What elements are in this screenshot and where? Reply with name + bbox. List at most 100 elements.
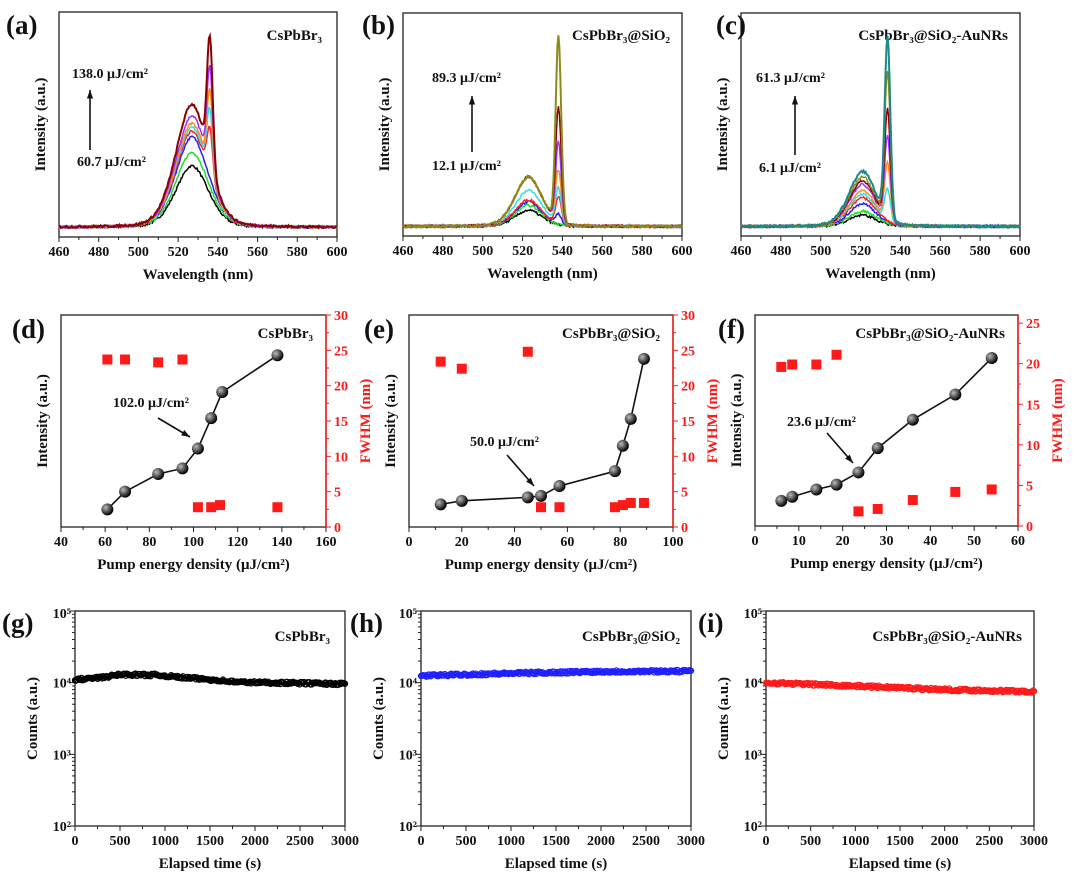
fwhm-point — [776, 361, 787, 372]
x-tick-label: 0 — [406, 535, 413, 550]
x-axis-label: Wavelength (nm) — [487, 266, 597, 282]
x-tick-label: 3000 — [677, 834, 705, 849]
intensity-line — [106, 354, 278, 510]
y-tick-label: 10² — [53, 820, 71, 835]
x-tick-label: 580 — [970, 244, 991, 259]
x-tick-label: 10 — [792, 534, 806, 549]
y-axis-label: Intensity (a.u.) — [35, 374, 51, 468]
count-point — [1030, 688, 1038, 695]
intensity-point — [852, 466, 865, 479]
fwhm-point — [153, 357, 164, 368]
x-tick-label: 1000 — [841, 834, 869, 849]
panel-label: (h) — [350, 608, 383, 638]
spectrum-series-2 — [58, 135, 338, 230]
fwhm-point — [177, 354, 188, 365]
count-point — [687, 667, 695, 674]
x-tick-label: 460 — [731, 244, 752, 259]
x-tick-label: 480 — [432, 244, 453, 259]
intensity-point — [624, 412, 637, 425]
y2-tick-label: 5 — [1026, 479, 1033, 494]
intensity-point — [553, 480, 566, 493]
chart-panel-i: 0 500 1000 1500 2000 2500 3000 Elapsed time (s)… — [698, 607, 1048, 872]
x-tick-label: 500 — [110, 834, 131, 849]
panel-title: CsPbBr₃@SiO₂ — [572, 28, 670, 44]
panel-title: CsPbBr₃@SiO₂-AuNRs — [858, 28, 1008, 44]
threshold-arrow-head — [845, 454, 853, 463]
fwhm-point — [950, 486, 961, 497]
spectrum-series-7 — [58, 32, 338, 230]
y2-tick-label: 0 — [334, 521, 341, 536]
x-tick-label: 460 — [393, 244, 414, 259]
y2-tick-label: 15 — [681, 415, 695, 430]
intensity-point — [152, 468, 165, 480]
panel-title: CsPbBr₃@SiO₂ — [582, 629, 680, 645]
x-tick-label: 2500 — [632, 834, 660, 849]
intensity-point — [949, 388, 962, 401]
y-axis-label: Intensity (a.u.) — [383, 374, 399, 468]
intensity-point — [535, 489, 547, 502]
fwhm-point — [811, 359, 822, 370]
intensity-point — [176, 462, 189, 475]
fwhm-point — [215, 500, 225, 511]
x-tick-label: 80 — [613, 535, 627, 550]
y2-tick-label: 0 — [1026, 520, 1033, 535]
x-tick-label: 460 — [49, 245, 70, 260]
annotation-high-fluence: 61.3 μJ/cm² — [756, 71, 825, 86]
y-tick-label: 10⁴ — [744, 677, 763, 692]
x-tick-label: 100 — [663, 535, 684, 550]
panel-title: CsPbBr₃@SiO₂-AuNRs — [855, 326, 1005, 342]
fwhm-point — [435, 356, 446, 367]
x-tick-label: 560 — [930, 244, 951, 259]
x-tick-label: 40 — [508, 535, 522, 550]
intensity-point — [271, 349, 284, 362]
panel-label: (e) — [364, 314, 394, 344]
x-tick-label: 60 — [98, 535, 112, 550]
intensity-point — [216, 386, 229, 399]
y-axis-label: Counts (a.u.) — [25, 677, 41, 760]
plot-frame — [402, 12, 683, 237]
y-tick-label: 10⁴ — [399, 677, 418, 692]
x-axis-label: Pump energy density (μJ/cm²) — [445, 557, 638, 573]
panel-label: (i) — [698, 608, 723, 638]
count-point — [776, 679, 784, 686]
x-tick-label: 520 — [512, 244, 533, 259]
intensity-point — [101, 503, 114, 516]
x-tick-label: 2500 — [975, 834, 1003, 849]
intensity-point — [906, 413, 919, 426]
x-tick-label: 120 — [227, 535, 248, 550]
spectrum-series-3 — [402, 195, 683, 230]
x-tick-label: 20 — [455, 535, 469, 550]
y2-tick-label: 5 — [334, 486, 341, 501]
x-tick-label: 500 — [128, 245, 149, 260]
x-tick-label: 20 — [836, 534, 850, 549]
y2-tick-label: 10 — [1026, 439, 1040, 454]
x-tick-label: 160 — [316, 535, 337, 550]
panel-title: CsPbBr₃ — [267, 28, 323, 44]
x-tick-label: 3000 — [1020, 834, 1048, 849]
x-axis-label: Pump energy density (μJ/cm²) — [97, 557, 290, 573]
intensity-point — [521, 491, 534, 504]
x-tick-label: 500 — [810, 244, 831, 259]
panel-title: CsPbBr₃@SiO₂ — [562, 326, 660, 342]
x-axis-label: Elapsed time (s) — [159, 856, 262, 872]
y-tick-label: 10⁴ — [53, 677, 72, 692]
chart-panel-c: 460 480 500 520 540 560 580 600 Wavelength (nm) I… — [715, 10, 1031, 282]
x-tick-label: 140 — [271, 535, 292, 550]
panel-label: (d) — [12, 314, 45, 344]
spectrum-series-8 — [402, 35, 683, 230]
y2-axis-label: FWHM (nm) — [705, 379, 721, 464]
intensity-point — [985, 352, 998, 365]
y2-tick-label: 30 — [681, 309, 695, 324]
x-tick-label: 500 — [472, 244, 493, 259]
annotation-low-fluence: 60.7 μJ/cm² — [77, 155, 146, 170]
fwhm-point — [907, 495, 918, 506]
x-tick-label: 30 — [880, 534, 894, 549]
x-axis-label: Elapsed time (s) — [849, 856, 952, 872]
y-axis-label: Intensity (a.u.) — [715, 78, 731, 172]
panel-title: CsPbBr₃@SiO₂-AuNRs — [872, 629, 1022, 645]
x-tick-label: 520 — [850, 244, 871, 259]
fwhm-point — [831, 349, 842, 360]
chart-panel-b: 460 480 500 520 540 560 580 600 Wavelength (nm) I… — [362, 10, 693, 282]
